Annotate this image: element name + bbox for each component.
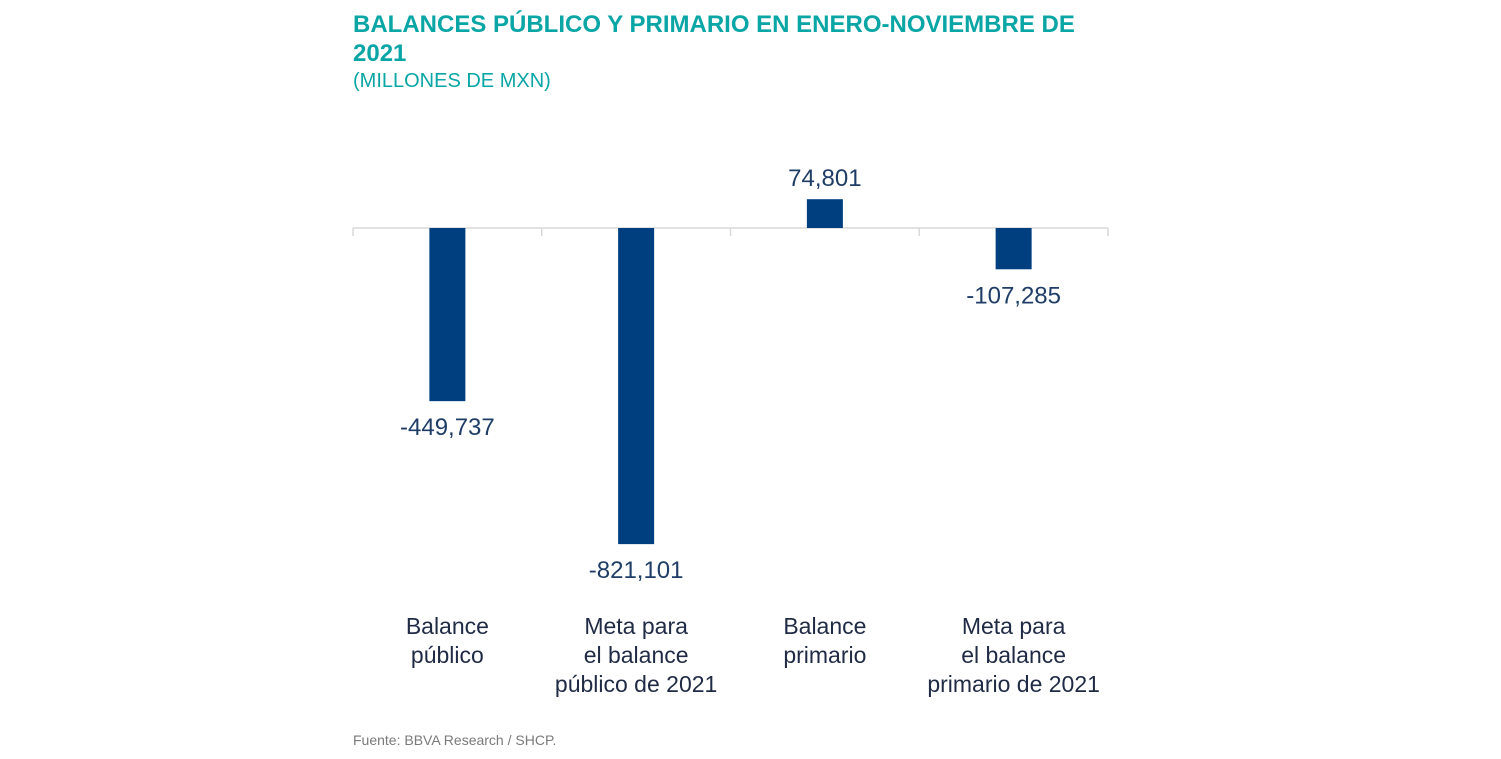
category-labels: Balance público Meta para el balance público… <box>406 613 1100 697</box>
data-label: -107,285 <box>966 282 1061 309</box>
category-label: Meta para <box>962 613 1066 639</box>
category-label: el balance <box>584 642 689 668</box>
chart-title: BALANCES PÚBLICO Y PRIMARIO EN ENERO-NOV… <box>353 11 1075 67</box>
data-label: -821,101 <box>589 557 684 584</box>
category-label: Meta para <box>584 613 688 639</box>
chart-subtitle: (MILLONES DE MXN) <box>353 70 551 92</box>
data-label: -449,737 <box>400 414 495 441</box>
data-labels: -449,737 -821,101 74,801 -107,285 <box>400 165 1061 584</box>
data-label: 74,801 <box>788 165 861 192</box>
bars <box>429 199 1032 545</box>
bar <box>618 228 655 545</box>
category-label: público de 2021 <box>555 671 717 697</box>
source-note: Fuente: BBVA Research / SHCP. <box>353 732 557 748</box>
category-label: Balance <box>783 613 866 639</box>
bar <box>429 228 466 402</box>
category-label: el balance <box>961 642 1066 668</box>
x-axis <box>352 227 1109 236</box>
bar <box>806 199 843 228</box>
category-label: Balance <box>406 613 489 639</box>
bar <box>995 228 1032 270</box>
category-label: primario <box>783 642 866 668</box>
category-label: público <box>411 642 484 668</box>
category-label: primario de 2021 <box>927 671 1100 697</box>
